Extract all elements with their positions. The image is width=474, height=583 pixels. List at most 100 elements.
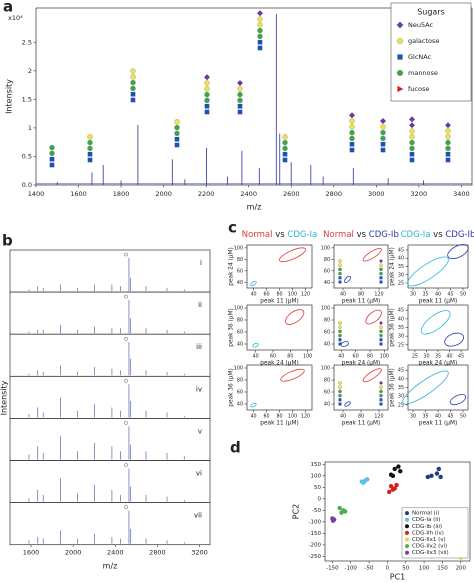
x-tick-label: 3000 — [368, 190, 385, 198]
plot-frame — [9, 418, 211, 461]
x-tick-label: 80 — [358, 292, 364, 298]
y-tick-label: 40 — [398, 376, 404, 382]
glycan-icon — [380, 124, 386, 130]
point — [425, 474, 430, 480]
glycan-icon — [49, 144, 55, 151]
x-axis-label: peak 11 (μM) — [260, 421, 298, 427]
x-tick-label: 3200 — [411, 190, 428, 198]
peak-marker — [124, 378, 128, 383]
glycan-icon — [379, 338, 383, 342]
glycan-icon — [379, 276, 383, 280]
legend-label: CDG-IIx1 (v) — [412, 537, 446, 543]
y-tick-label: 100 — [234, 245, 243, 251]
y-tick-label: 25 — [398, 402, 404, 408]
glycan-icon — [282, 151, 288, 157]
y-tick-label: 40 — [398, 256, 404, 262]
point — [387, 489, 392, 495]
x-tick-label: 50 — [460, 292, 466, 298]
glycan-icon — [237, 103, 243, 109]
x-tick-label: 2200 — [198, 190, 215, 198]
point — [330, 518, 336, 523]
glycan-icon — [379, 381, 383, 385]
x-tick-label: 60 — [263, 414, 269, 420]
x-tick-label: 30 — [410, 414, 416, 420]
glycan-icon — [87, 134, 93, 140]
peak-marker — [124, 505, 128, 509]
plot-frame — [246, 304, 313, 351]
legend-box — [390, 2, 472, 102]
y-tick-label: 60 — [237, 268, 243, 274]
column-header: CDG-Ia vs CDG-Ib — [401, 230, 474, 240]
legend-box — [401, 507, 469, 559]
x-tick-label: 80 — [358, 414, 364, 420]
y-tick-label: 80 — [324, 318, 330, 324]
header-part: CDG-Ia — [287, 230, 317, 240]
glycan-icon — [338, 342, 342, 346]
glycan-icon — [257, 27, 263, 34]
y-axis-label: peak 36 (μM) — [390, 368, 396, 406]
legend-symbol — [405, 530, 409, 535]
glycan-icon — [349, 124, 355, 130]
x-tick-label: 40 — [338, 354, 344, 360]
y-tick-label: -50 — [312, 508, 321, 514]
glycan-icon — [282, 157, 288, 163]
legend-label: GlcNAc — [408, 53, 432, 61]
x-tick-label: 120 — [301, 292, 310, 298]
x-axis-label: peak 11 (μM) — [342, 421, 380, 427]
glycan-icon — [49, 150, 55, 157]
glycan-icon — [338, 321, 342, 325]
x-tick-label: 0 — [386, 566, 390, 572]
panel-label: d — [230, 439, 241, 457]
glycan-icon — [379, 280, 383, 284]
glycan-icon — [174, 124, 180, 131]
header-part: vs — [357, 230, 367, 240]
glycan-icon — [204, 109, 210, 115]
glycan-icon — [204, 86, 210, 92]
x-tick-label: 120 — [374, 414, 383, 420]
glycan-icon — [349, 112, 355, 119]
confidence-ellipse — [444, 332, 465, 347]
legend-symbol — [396, 37, 404, 45]
y-tick-label: 1.5 — [22, 95, 32, 103]
legend-symbol — [396, 69, 404, 77]
series-label: i — [200, 259, 202, 267]
peak-marker — [124, 336, 128, 341]
x-tick-label: 80 — [287, 354, 293, 360]
confidence-ellipse — [344, 401, 351, 407]
peak-marker — [124, 252, 128, 257]
x-tick-label: 100 — [380, 354, 389, 360]
peak-marker — [124, 294, 128, 299]
panel-label: b — [2, 232, 13, 250]
y-tick-label: 30 — [398, 272, 404, 278]
legend-label: mannose — [408, 69, 438, 77]
glycan-icon — [338, 393, 342, 398]
plot-frame — [333, 304, 389, 351]
x-tick-label: 40 — [435, 292, 441, 298]
legend-label: CDG-Ia (ii) — [412, 517, 440, 523]
y-tick-label: 60 — [324, 268, 330, 274]
peak-marker — [124, 463, 128, 467]
glycan-icon — [409, 128, 415, 134]
series-label: v — [198, 427, 202, 435]
confidence-ellipse — [280, 368, 305, 382]
plot-frame — [324, 461, 471, 562]
y-tick-label: 100 — [311, 473, 322, 479]
plot-frame — [9, 333, 211, 377]
x-tick-label: 35 — [422, 414, 428, 420]
confidence-ellipse — [447, 244, 469, 260]
glycan-icon — [445, 139, 451, 146]
x-tick-label: 200 — [456, 566, 467, 572]
point — [438, 474, 443, 480]
glycan-icon — [204, 97, 210, 104]
x-tick-label: 1600 — [70, 190, 87, 198]
x-tick-label: 45 — [447, 292, 453, 298]
y-tick-label: 100 — [321, 306, 330, 312]
y-axis-label: Intensity — [0, 380, 9, 415]
confidence-ellipse — [362, 368, 382, 383]
glycan-icon — [338, 329, 342, 334]
confidence-ellipse — [449, 394, 467, 406]
y-tick-label: 100 — [234, 366, 243, 372]
glycan-icon — [445, 157, 451, 163]
x-tick-label: 2400 — [107, 549, 124, 557]
glycan-icon — [338, 398, 342, 402]
